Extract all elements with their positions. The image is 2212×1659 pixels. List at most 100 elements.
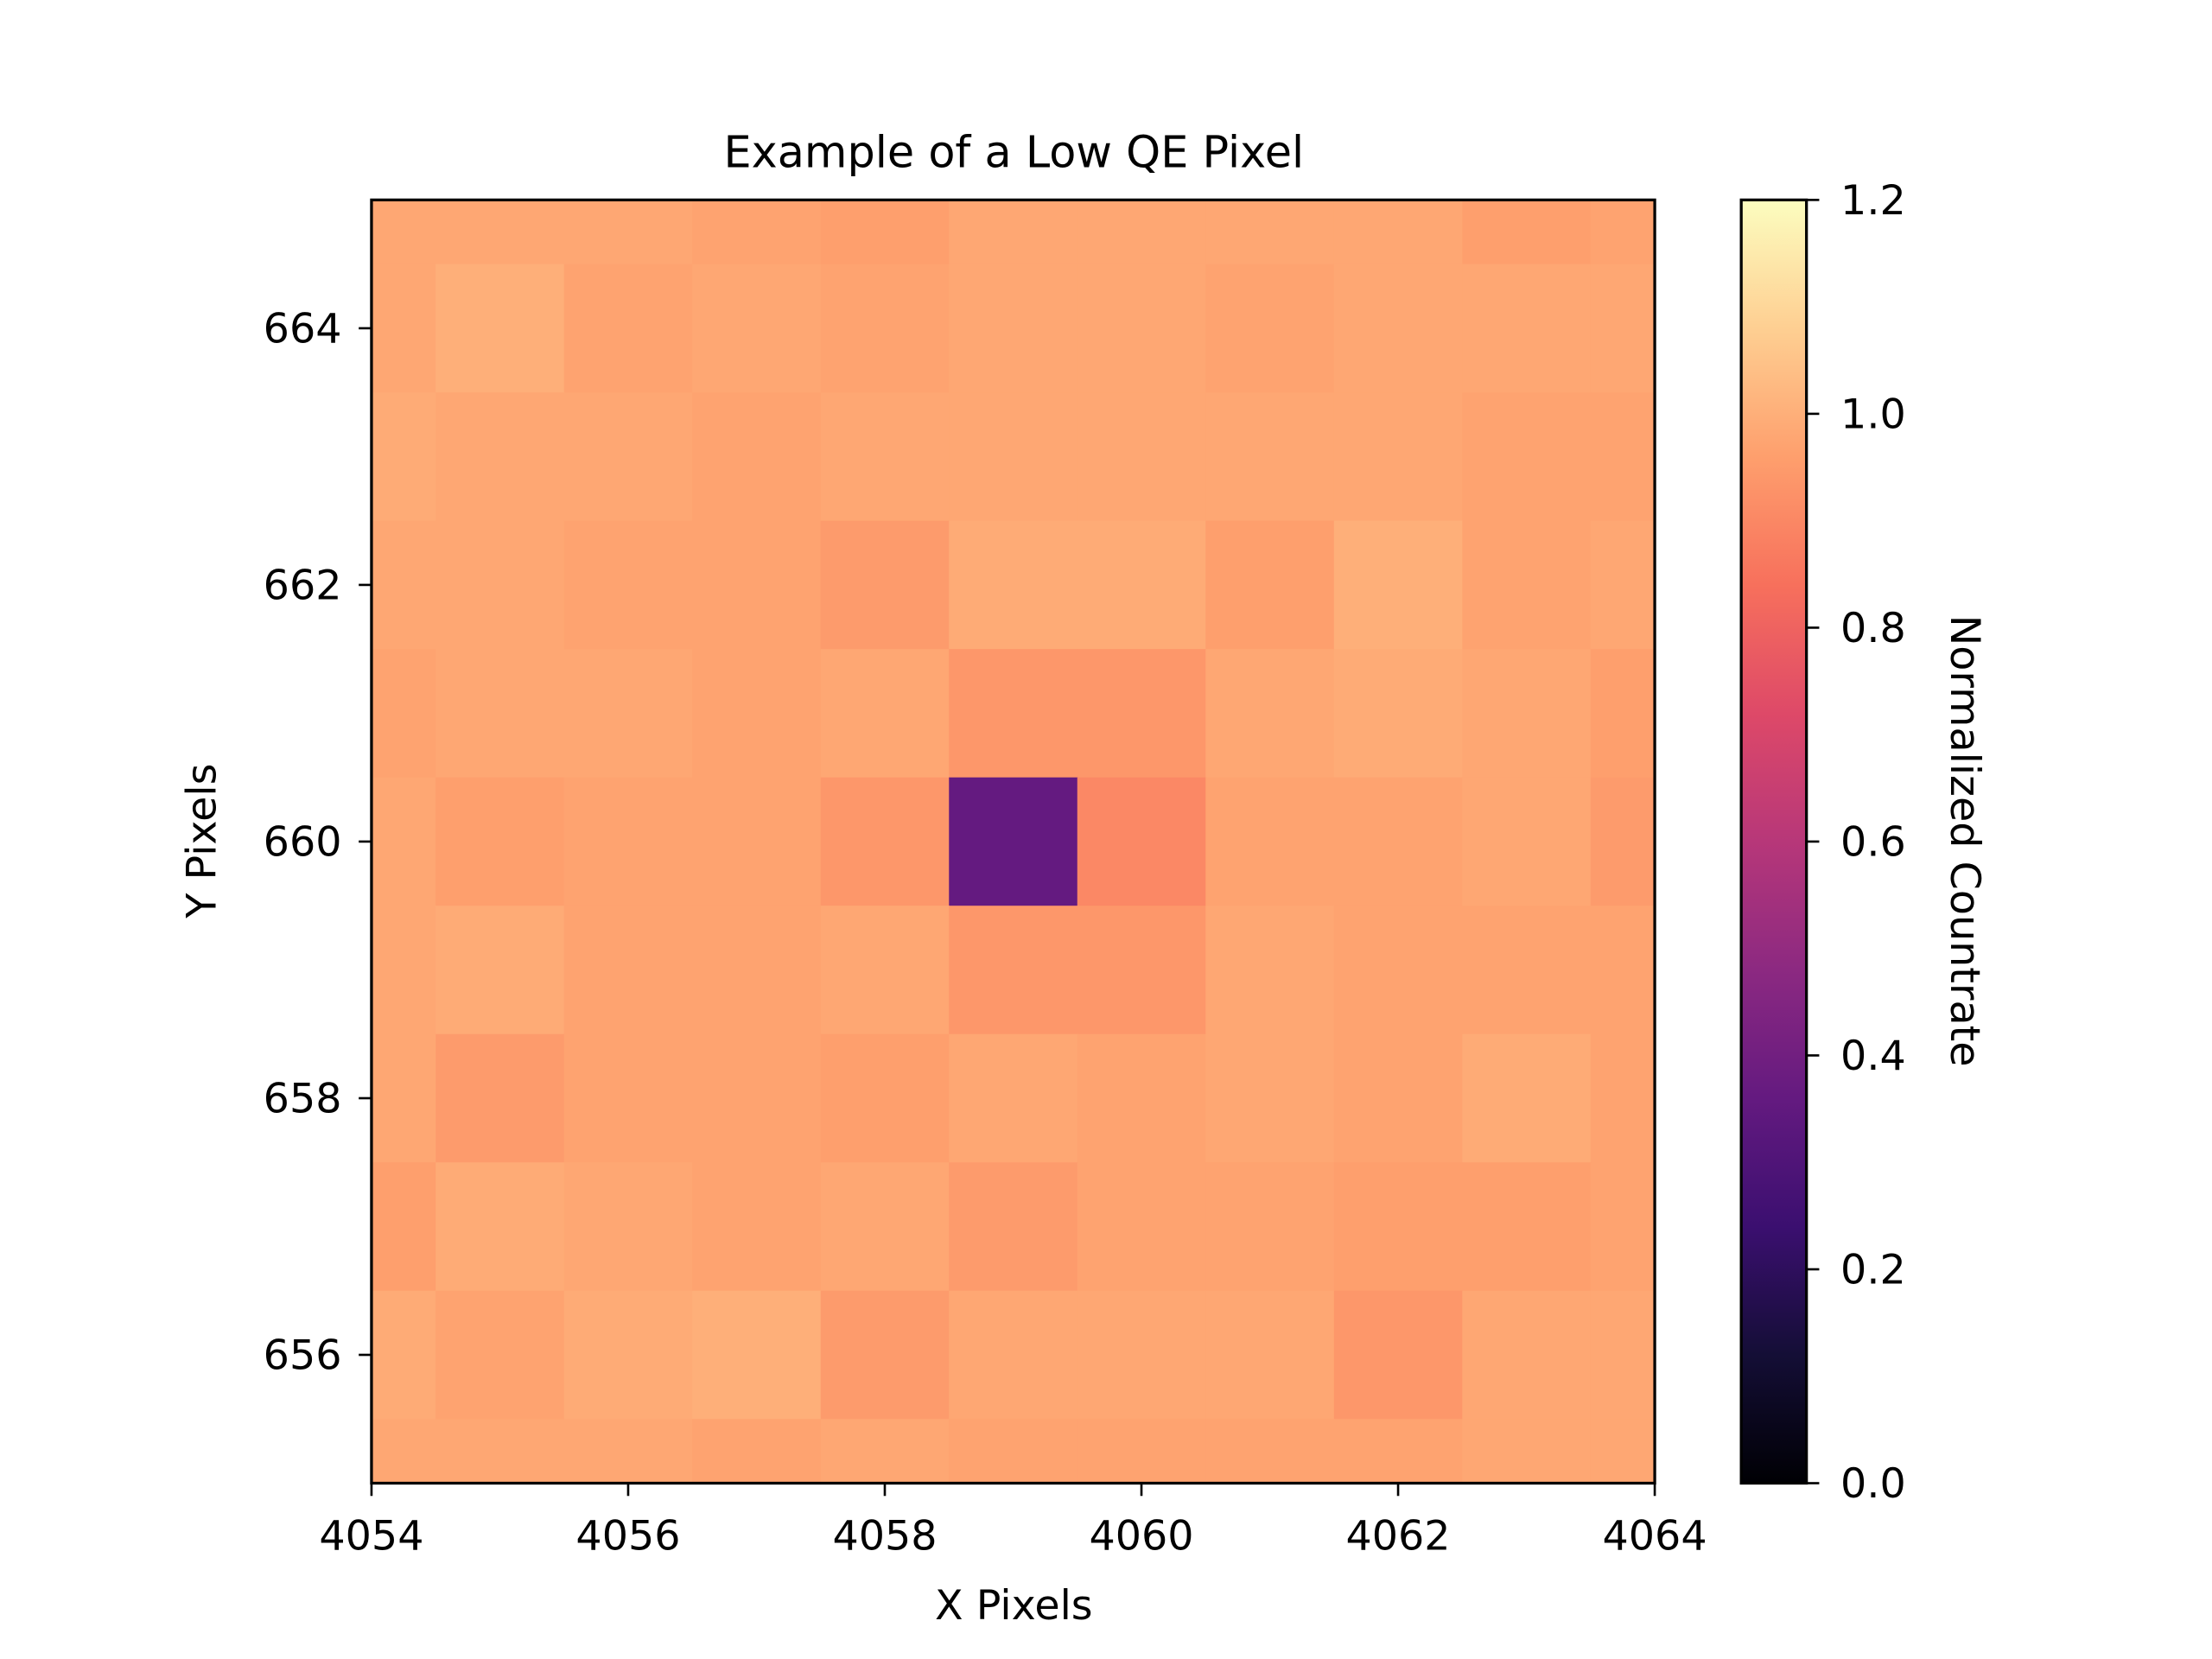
x-tick-label: 4056: [575, 1513, 680, 1560]
colorbar: [1739, 198, 1808, 1485]
heatmap-cell: [1205, 906, 1335, 1035]
heatmap-cell: [563, 649, 694, 779]
x-tick-label: 4054: [319, 1513, 423, 1560]
heatmap-cell: [435, 392, 565, 522]
heatmap-cell: [1590, 520, 1656, 650]
heatmap-cell: [1077, 1290, 1207, 1421]
heatmap-cell: [563, 1033, 694, 1164]
heatmap-cell: [371, 1162, 437, 1292]
heatmap-cell: [1205, 264, 1335, 393]
heatmap-cell: [692, 520, 822, 650]
heatmap-cell: [371, 200, 437, 265]
heatmap-cell: [1333, 520, 1464, 650]
heatmap-cell: [692, 264, 822, 393]
heatmap-cell: [820, 1162, 950, 1292]
heatmap-cell: [949, 264, 1078, 393]
heatmap-cell: [1462, 1290, 1592, 1421]
heatmap-cell: [371, 777, 437, 907]
x-axis-ticks: 4054 4056 4058 4060 4062 4064: [319, 1483, 1707, 1560]
y-tick-label: 664: [264, 305, 342, 353]
heatmap-cell: [820, 200, 950, 265]
heatmap-cell: [1205, 1162, 1335, 1292]
heatmap-cell: [1462, 1033, 1592, 1164]
y-axis-label: Y Pixels: [178, 764, 226, 919]
heatmap-cell: [949, 392, 1078, 522]
heatmap-cell: [435, 520, 565, 650]
heatmap-cell: [692, 906, 822, 1035]
heatmap-cell: [1333, 777, 1464, 907]
colorbar-tick-label: 1.0: [1840, 391, 1906, 438]
y-tick-label: 662: [264, 562, 342, 609]
heatmap-cell: [949, 777, 1078, 907]
heatmap-cell: [1462, 264, 1592, 393]
heatmap-cell: [1590, 1162, 1656, 1292]
heatmap-cell: [949, 520, 1078, 650]
heatmap-cell: [435, 649, 565, 779]
heatmap-cell: [1590, 392, 1656, 522]
heatmap-cell: [1077, 1033, 1207, 1164]
heatmap-cell: [371, 264, 437, 393]
colorbar-label: Normalized Countrate: [1941, 615, 1988, 1067]
heatmap-cell: [1333, 392, 1464, 522]
heatmap-cell: [563, 777, 694, 907]
heatmap-cell: [1077, 906, 1207, 1035]
colorbar-tick-label: 1.2: [1840, 177, 1906, 225]
heatmap-cell: [820, 1419, 950, 1484]
heatmap-cell: [563, 200, 694, 265]
heatmap-cell: [1077, 520, 1207, 650]
heatmap-cell: [1333, 1290, 1464, 1421]
heatmap-cell: [1462, 1419, 1592, 1484]
chart-title: Example of a Low QE Pixel: [724, 127, 1305, 178]
heatmap-cell: [1333, 200, 1464, 265]
y-tick-label: 658: [264, 1075, 342, 1122]
heatmap-cell: [563, 520, 694, 650]
heatmap-cell: [371, 649, 437, 779]
heatmap-cell: [1590, 906, 1656, 1035]
heatmap-cell: [1462, 649, 1592, 779]
heatmap-cell: [1333, 1162, 1464, 1292]
heatmap-cell: [692, 777, 822, 907]
x-tick-label: 4060: [1089, 1513, 1193, 1560]
heatmap-cell: [1333, 264, 1464, 393]
heatmap-cell: [1077, 649, 1207, 779]
heatmap-cell: [563, 1290, 694, 1421]
heatmap-cell: [692, 392, 822, 522]
heatmap-cell: [820, 520, 950, 650]
heatmap-cell: [435, 777, 565, 907]
heatmap-cell: [371, 1419, 437, 1484]
colorbar-tick-label: 0.8: [1840, 605, 1906, 652]
colorbar-tick-label: 0.2: [1840, 1246, 1906, 1294]
heatmap-cell: [820, 1033, 950, 1164]
y-tick-label: 660: [264, 818, 342, 866]
heatmap-cell: [1590, 1419, 1656, 1484]
heatmap-cell: [1205, 1290, 1335, 1421]
heatmap-cell: [1462, 1162, 1592, 1292]
heatmap-cell: [692, 1033, 822, 1164]
x-tick-label: 4064: [1603, 1513, 1707, 1560]
heatmap-cell: [949, 906, 1078, 1035]
heatmap-cell: [692, 1290, 822, 1421]
x-axis-label: X Pixels: [935, 1582, 1093, 1630]
y-tick-label: 656: [264, 1332, 342, 1379]
heatmap-cell: [1590, 200, 1656, 265]
heatmap-cell: [435, 1419, 565, 1484]
heatmap-cell: [1205, 649, 1335, 779]
heatmap-cell: [1205, 200, 1335, 265]
heatmap-cell: [820, 1290, 950, 1421]
heatmap-cell: [1590, 649, 1656, 779]
heatmap-cell: [1205, 392, 1335, 522]
heatmap-cell: [1462, 200, 1592, 265]
heatmap-cell: [435, 264, 565, 393]
heatmap-cell: [820, 777, 950, 907]
heatmap-cell: [563, 264, 694, 393]
heatmap-cell: [820, 392, 950, 522]
heatmap-cells: [371, 200, 1656, 1484]
heatmap-cell: [563, 1419, 694, 1484]
heatmap-cell: [949, 1033, 1078, 1164]
heatmap-cell: [371, 1033, 437, 1164]
heatmap-cell: [949, 1162, 1078, 1292]
x-tick-label: 4062: [1346, 1513, 1451, 1560]
heatmap-cell: [563, 1162, 694, 1292]
heatmap-cell: [1077, 777, 1207, 907]
heatmap-cell: [1205, 520, 1335, 650]
